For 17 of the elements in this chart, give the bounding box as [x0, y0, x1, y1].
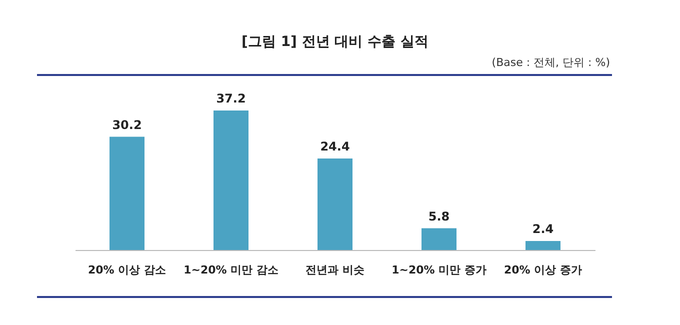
x-tick-label: 1~20% 미만 증가: [392, 264, 486, 276]
bar: [422, 228, 456, 250]
bar: [214, 110, 248, 250]
chart-title: [그림 1] 전년 대비 수출 실적: [242, 34, 428, 50]
bar: [318, 158, 352, 250]
text: (Base : 전체, 단위 : %): [492, 56, 610, 69]
data-label: 24.4: [320, 140, 350, 154]
data-label: 37.2: [216, 92, 246, 106]
x-tick-label: 전년과 비슷: [306, 264, 364, 276]
x-tick-label: 20% 이상 감소: [88, 264, 166, 276]
data-label: 5.8: [428, 209, 450, 224]
bar: [110, 136, 144, 250]
data-label: 2.4: [532, 222, 554, 236]
x-tick-label: 1~20% 미만 감소: [184, 264, 278, 276]
data-label: 30.2: [112, 118, 142, 132]
x-tick-label: 20% 이상 증가: [504, 264, 582, 276]
bar: [526, 241, 560, 250]
